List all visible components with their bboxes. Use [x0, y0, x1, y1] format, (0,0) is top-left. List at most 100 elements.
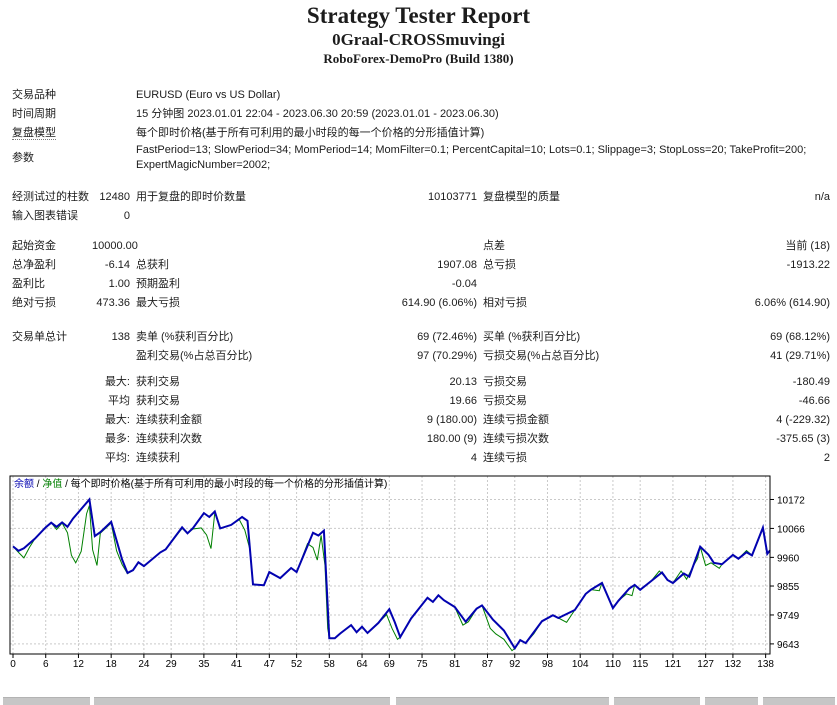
stat-value: 41 (29.71%)	[770, 350, 830, 362]
settings-label-text: 复盘模型	[12, 127, 56, 140]
settings-value: FastPeriod=13; SlowPeriod=34; MomPeriod=…	[136, 144, 807, 171]
table-header-cell-sliver	[705, 697, 758, 705]
report-header: Strategy Tester Report 0Graal-CROSSmuvin…	[0, 0, 837, 67]
stat-value: 20.13	[449, 376, 477, 388]
stat-value: 473.36	[96, 297, 130, 309]
settings-label-text: 交易品种	[12, 89, 56, 101]
settings-value: 每个即时价格(基于所有可利用的最小时段的每一个价格的分形插值计算)	[136, 127, 485, 139]
x-tick-label: 92	[509, 659, 521, 670]
stat-label: 连续亏损次数	[483, 433, 549, 445]
stat-value: 最大:	[104, 414, 130, 426]
stat-value: 最多:	[104, 433, 130, 445]
x-tick-label: 87	[482, 659, 494, 670]
stat-value: -6.14	[104, 259, 130, 271]
legend-balance: 余额	[14, 477, 34, 490]
settings-value: 15 分钟图 2023.01.01 22:04 - 2023.06.30 20:…	[136, 108, 499, 120]
stat-label: 亏损交易	[483, 376, 527, 388]
stat-value: 97 (70.29%)	[417, 350, 477, 362]
x-tick-label: 29	[166, 659, 178, 670]
report-title: Strategy Tester Report	[306, 3, 531, 28]
stat-row: 起始资金 10000.00 点差 当前 (18)	[0, 237, 837, 256]
stat-value: 9 (180.00)	[426, 414, 477, 426]
stat-label: 绝对亏损	[12, 297, 56, 309]
stat-value: -1913.22	[786, 259, 830, 271]
stat-label: 连续获利	[136, 452, 180, 464]
table-header-cell-sliver	[396, 697, 609, 705]
stat-row: 总净盈利 -6.14 总获利 1907.08 总亏损 -1913.22	[0, 256, 837, 275]
stat-value: 180.00 (9)	[426, 433, 477, 445]
stat-label: 盈利比	[12, 278, 45, 290]
x-tick-label: 35	[198, 659, 210, 670]
x-tick-label: 18	[106, 659, 118, 670]
settings-label: 复盘模型	[12, 126, 92, 141]
stat-label: 获利交易	[136, 376, 180, 388]
x-tick-label: 6	[43, 659, 49, 670]
chart-background	[0, 475, 837, 675]
x-tick-label: 115	[632, 659, 648, 670]
x-tick-label: 132	[725, 659, 742, 670]
stat-label: 连续亏损	[483, 452, 527, 464]
stat-label: 用于复盘的即时价数量	[136, 191, 246, 203]
stat-value: 平均:	[104, 452, 130, 464]
x-tick-label: 69	[384, 659, 396, 670]
settings-value: EURUSD (Euro vs US Dollar)	[136, 89, 281, 101]
stat-value: 19.66	[449, 395, 477, 407]
table-header-cell-sliver	[3, 697, 90, 705]
stat-label: 起始资金	[12, 240, 56, 252]
stat-label: 输入图表错误	[12, 210, 78, 222]
stat-row: 盈利交易(%占总百分比) 97 (70.29%) 亏损交易(%占总百分比) 41 (2…	[0, 347, 837, 366]
y-tick-label: 10066	[777, 524, 805, 535]
x-tick-label: 24	[138, 659, 150, 670]
stat-label: 总获利	[136, 259, 169, 271]
stat-label: 买单 (%获利百分比)	[483, 331, 581, 343]
x-tick-label: 98	[542, 659, 554, 670]
x-tick-label: 64	[356, 659, 368, 670]
plot-border	[9, 475, 771, 655]
stat-value: 最大:	[104, 376, 130, 388]
stat-label: 复盘模型的质量	[483, 191, 560, 203]
x-tick-label: 110	[605, 659, 621, 670]
settings-row: 参数 FastPeriod=13; SlowPeriod=34; MomPerio…	[0, 143, 837, 173]
stat-label: 连续获利次数	[136, 433, 202, 445]
stat-row: 最大: 获利交易 20.13 亏损交易 -180.49	[0, 373, 837, 392]
stat-value: 4 (-229.32)	[776, 414, 830, 426]
stat-value: 10103771	[428, 191, 477, 203]
stat-label: 连续获利金额	[136, 414, 202, 426]
settings-label: 时间周期	[12, 107, 92, 122]
x-tick-label: 104	[572, 659, 589, 670]
stat-label: 最大亏损	[136, 297, 180, 309]
stat-label: 盈利交易(%占总百分比)	[136, 350, 253, 362]
stat-row: 经测试过的柱数 12480 用于复盘的即时价数量 10103771 复盘模型的质量 n/a	[0, 188, 837, 207]
x-tick-label: 52	[291, 659, 303, 670]
stat-label: 卖单 (%获利百分比)	[136, 331, 234, 343]
x-tick-label: 75	[416, 659, 428, 670]
stat-row: 平均 获利交易 19.66 亏损交易 -46.66	[0, 392, 837, 411]
stat-value: 69 (72.46%)	[417, 331, 477, 343]
stat-label: 总净盈利	[12, 259, 56, 271]
legend-separator: /	[34, 479, 42, 490]
stat-row: 平均: 连续获利 4 连续亏损 2	[0, 449, 837, 468]
stat-value: -46.66	[798, 395, 830, 407]
x-tick-label: 12	[73, 659, 85, 670]
settings-label-text: 时间周期	[12, 108, 56, 120]
x-tick-label: 138	[757, 659, 774, 670]
stat-value: 2	[823, 452, 830, 464]
stat-label: 经测试过的柱数	[12, 191, 89, 203]
stat-value: 6.06% (614.90)	[754, 297, 830, 309]
test-results-table: 经测试过的柱数 12480 用于复盘的即时价数量 10103771 复盘模型的质量 n/a…	[0, 188, 837, 468]
y-tick-label: 9749	[777, 611, 800, 622]
stat-value: 0	[123, 210, 130, 222]
settings-label: 交易品种	[12, 88, 92, 103]
stat-value: 4	[470, 452, 477, 464]
stat-value: 1907.08	[437, 259, 477, 271]
x-tick-label: 58	[324, 659, 336, 670]
y-tick-label: 9855	[777, 582, 800, 593]
stat-row: 绝对亏损 473.36 最大亏损 614.90 (6.06%) 相对亏损 6.06% (6…	[0, 294, 837, 313]
x-tick-label: 127	[697, 659, 714, 670]
settings-label: 参数	[12, 151, 92, 166]
x-tick-label: 47	[264, 659, 276, 670]
stat-row: 最多: 连续获利次数 180.00 (9) 连续亏损次数 -375.65 (3)	[0, 430, 837, 449]
x-tick-label: 81	[449, 659, 461, 670]
stat-value: -0.04	[451, 278, 477, 290]
stat-row: 交易单总计 138 卖单 (%获利百分比) 69 (72.46%) 买单 (%获利百分比…	[0, 328, 837, 347]
